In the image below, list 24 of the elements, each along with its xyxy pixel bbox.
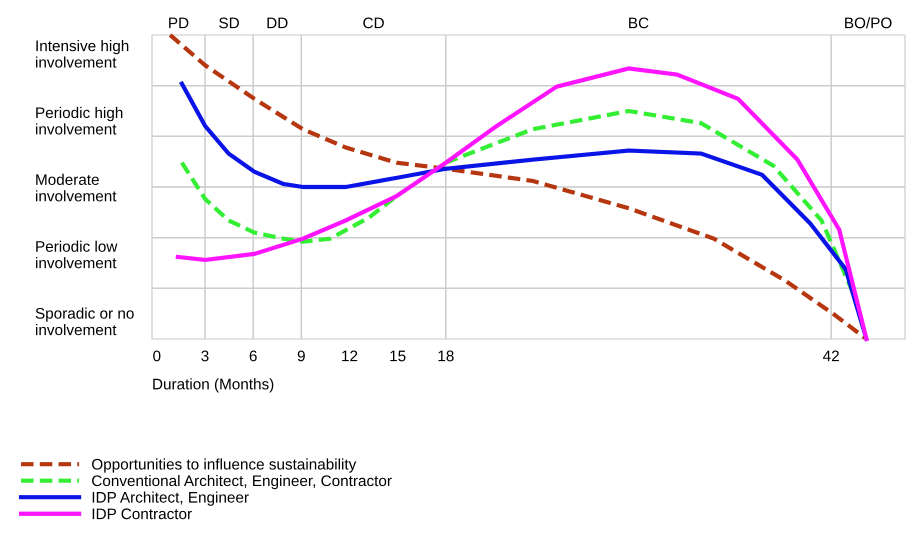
text: BC — [629, 18, 649, 28]
text: SD — [219, 18, 239, 28]
legend-label: Opportunities to influence sustainability — [92, 458, 356, 473]
x-tick-label: 3 — [201, 350, 209, 362]
text: Moderate involvement — [36, 174, 116, 202]
x-tick-label: 9 — [298, 350, 305, 362]
text: Intensive high involvement — [36, 40, 128, 68]
text: PD — [169, 18, 188, 28]
text: Sporadic or no involvement — [36, 308, 134, 336]
x-tick-label: 42 — [823, 350, 839, 362]
x-tick-label: 6 — [250, 350, 257, 362]
legend-label: IDP Architect, Engineer — [92, 491, 249, 506]
text: DD — [267, 18, 288, 28]
x-axis-title: Duration (Months) — [153, 378, 274, 392]
x-tick-label: 12 — [342, 350, 358, 362]
text: Periodic high involvement — [36, 106, 122, 135]
text: BO/PO — [845, 17, 892, 28]
x-tick-label: 15 — [390, 350, 406, 362]
text: Periodic low involvement — [36, 240, 118, 268]
x-tick-label: 18 — [438, 350, 454, 362]
legend-label: Conventional Architect, Engineer, Contractor — [92, 474, 392, 490]
text: CD — [363, 18, 384, 28]
legend-label: IDP Contractor — [92, 508, 192, 520]
x-tick-label: 0 — [153, 350, 160, 362]
